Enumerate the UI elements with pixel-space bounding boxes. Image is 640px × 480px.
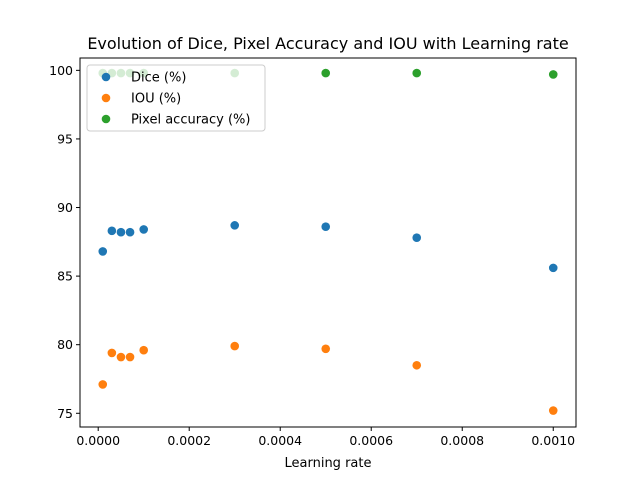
data-point [98, 247, 108, 256]
legend-entry-label: Dice (%) [131, 71, 186, 86]
data-point [548, 70, 558, 79]
data-point [412, 360, 422, 370]
x-tick-label: 0.0008 [440, 433, 484, 448]
data-point [125, 352, 135, 362]
data-point [412, 68, 422, 78]
data-point [98, 380, 108, 389]
x-tick-label: 0.0010 [531, 433, 575, 448]
legend-marker [101, 72, 111, 82]
x-tick-label: 0.0004 [258, 433, 302, 448]
data-point [321, 344, 331, 354]
y-tick-label: 80 [57, 337, 73, 352]
legend-entry-label: Pixel accuracy (%) [131, 113, 250, 128]
y-tick-label: 100 [49, 63, 73, 78]
plot-area-frame [79, 57, 577, 428]
x-tick-label: 0.0002 [167, 433, 211, 448]
data-point [548, 406, 558, 415]
x-axis-ticks: 0.0000 0.0002 0.0004 0.0006 0.0008 0.0010 [76, 427, 575, 448]
series-0-points [98, 221, 558, 273]
data-point [230, 341, 240, 351]
y-tick-label: 85 [57, 269, 73, 284]
x-axis-label: Learning rate [285, 456, 372, 471]
data-point [412, 233, 422, 242]
legend: Dice (%) IOU (%) Pixel accuracy (%) [86, 64, 266, 132]
x-tick-label: 0.0000 [76, 433, 120, 448]
data-point [116, 352, 126, 362]
y-tick-label: 95 [57, 131, 73, 146]
legend-box [86, 64, 266, 132]
y-axis-ticks: 75 80 85 90 95 100 [49, 63, 80, 421]
y-tick-label: 90 [57, 200, 73, 215]
data-point [107, 226, 117, 236]
chart-title: Evolution of Dice, Pixel Accuracy and IO… [87, 34, 568, 53]
legend-marker [101, 114, 111, 124]
data-point [139, 225, 149, 234]
data-point [321, 68, 331, 78]
data-point [230, 221, 240, 230]
x-tick-label: 0.0006 [349, 433, 393, 448]
legend-marker [101, 93, 111, 103]
series-1-points [98, 341, 558, 415]
data-point [107, 348, 117, 358]
data-point [548, 263, 558, 273]
y-tick-label: 75 [57, 406, 73, 421]
data-point [139, 345, 149, 355]
data-point [116, 227, 126, 237]
data-point [321, 222, 331, 232]
legend-entry-label: IOU (%) [131, 92, 181, 107]
data-point [125, 227, 135, 237]
